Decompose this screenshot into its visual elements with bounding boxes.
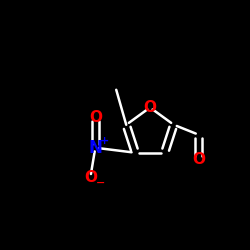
Text: O: O — [89, 110, 102, 125]
Text: −: − — [96, 178, 106, 188]
Text: N: N — [88, 139, 102, 157]
Text: +: + — [100, 136, 110, 146]
Text: O: O — [84, 170, 97, 185]
Text: O: O — [192, 152, 205, 167]
Text: O: O — [144, 100, 156, 115]
